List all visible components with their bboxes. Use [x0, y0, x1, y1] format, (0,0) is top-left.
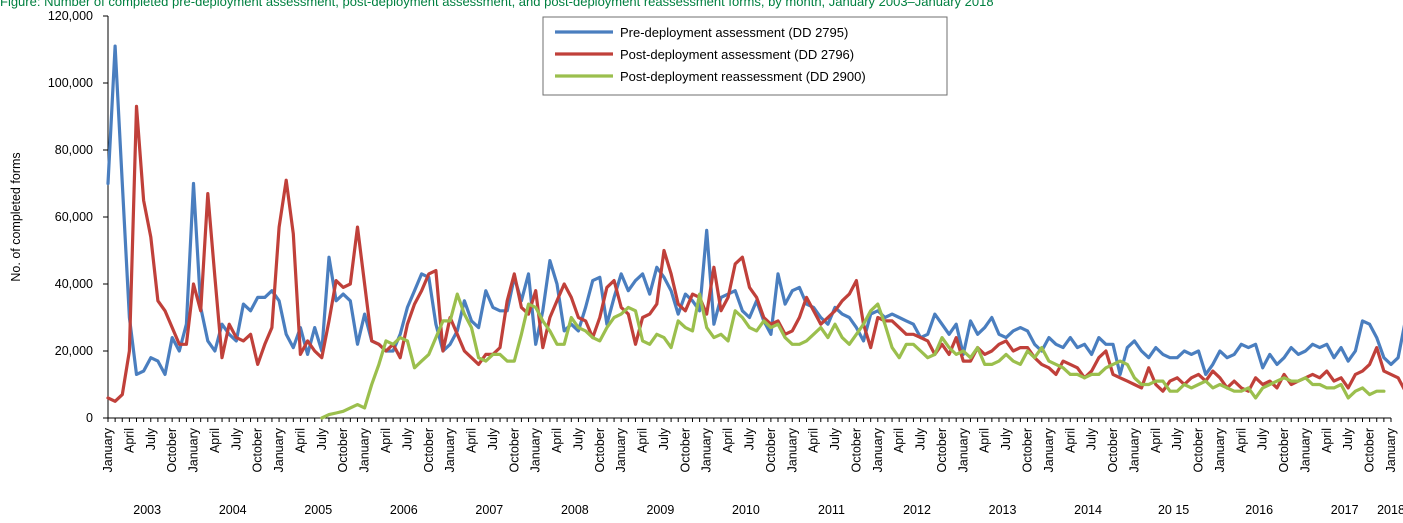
year-label: 2010: [732, 503, 760, 517]
x-tick-label: January: [785, 427, 799, 472]
x-tick-label: April: [1149, 428, 1163, 453]
x-tick-label: July: [144, 427, 158, 450]
year-label: 2018: [1377, 503, 1403, 517]
x-tick-label: July: [828, 427, 842, 450]
legend-label: Post-deployment assessment (DD 2796): [620, 47, 854, 62]
year-label: 20 15: [1158, 503, 1189, 517]
x-tick-label: October: [1192, 428, 1206, 472]
x-tick-label: April: [636, 428, 650, 453]
x-tick-label: January: [1042, 427, 1056, 472]
x-tick-label: July: [657, 427, 671, 450]
x-tick-label: January: [101, 427, 115, 472]
x-tick-label: January: [529, 427, 543, 472]
x-tick-label: July: [1085, 427, 1099, 450]
x-tick-label: July: [914, 427, 928, 450]
x-tick-label: October: [678, 428, 692, 472]
x-tick-label: October: [935, 428, 949, 472]
x-tick-label: July: [486, 427, 500, 450]
legend-label: Pre-deployment assessment (DD 2795): [620, 25, 848, 40]
x-tick-label: October: [1277, 428, 1291, 472]
x-tick-label: April: [892, 428, 906, 453]
year-label: 2006: [390, 503, 418, 517]
x-tick-label: October: [764, 428, 778, 472]
year-label: 2012: [903, 503, 931, 517]
x-tick-label: April: [208, 428, 222, 453]
year-label: 2007: [475, 503, 503, 517]
x-tick-label: October: [251, 428, 265, 472]
x-tick-label: April: [550, 428, 564, 453]
year-label: 2009: [646, 503, 674, 517]
x-tick-label: January: [700, 427, 714, 472]
x-tick-label: January: [1384, 427, 1398, 472]
series-lines: [106, 44, 1403, 420]
y-axis-label: No. of completed forms: [9, 152, 23, 281]
y-tick-label: 40,000: [55, 277, 93, 291]
year-label: 2014: [1074, 503, 1102, 517]
x-tick-label: October: [1363, 428, 1377, 472]
legend-label: Post-deployment reassessment (DD 2900): [620, 69, 866, 84]
x-tick-label: April: [1234, 428, 1248, 453]
x-tick-label: April: [465, 428, 479, 453]
x-tick-label: July: [571, 427, 585, 450]
x-tick-label: April: [978, 428, 992, 453]
x-tick-label: April: [379, 428, 393, 453]
x-tick-label: July: [743, 427, 757, 450]
x-tick-label: April: [1063, 428, 1077, 453]
year-label: 2003: [133, 503, 161, 517]
year-label: 2004: [219, 503, 247, 517]
x-tick-label: January: [871, 427, 885, 472]
x-tick-label: July: [999, 427, 1013, 450]
x-tick-label: April: [122, 428, 136, 453]
x-tick-label: October: [422, 428, 436, 472]
year-label: 2017: [1331, 503, 1359, 517]
x-tick-label: October: [507, 428, 521, 472]
x-tick-label: October: [165, 428, 179, 472]
year-label: 2008: [561, 503, 589, 517]
x-tick-label: July: [1170, 427, 1184, 450]
y-tick-label: 20,000: [55, 344, 93, 358]
legend: Pre-deployment assessment (DD 2795) Post-…: [542, 16, 948, 96]
x-tick-label: January: [358, 427, 372, 472]
x-tick-label: July: [1341, 427, 1355, 450]
y-tick-label: 120,000: [48, 9, 93, 23]
x-tick-label: January: [443, 427, 457, 472]
y-tick-label: 60,000: [55, 210, 93, 224]
series-line-2: [106, 104, 1403, 403]
x-tick-label: January: [1213, 427, 1227, 472]
year-label: 2011: [818, 503, 845, 517]
x-tick-label: October: [849, 428, 863, 472]
year-label: 2016: [1245, 503, 1273, 517]
x-tick-label: July: [400, 427, 414, 450]
y-tick-label: 100,000: [48, 76, 93, 90]
x-tick-label: January: [614, 427, 628, 472]
x-tick-label: January: [272, 427, 286, 472]
x-tick-label: January: [187, 427, 201, 472]
x-tick-label: October: [336, 428, 350, 472]
x-tick-label: July: [315, 427, 329, 450]
x-tick-label: January: [1127, 427, 1141, 472]
figure-caption: Figure: Number of completed pre-deployme…: [0, 0, 994, 9]
x-axis: January April July October January April July O…: [101, 417, 1403, 517]
x-tick-label: October: [1106, 428, 1120, 472]
x-tick-label: April: [807, 428, 821, 453]
year-label: 2005: [304, 503, 332, 517]
y-tick-label: 0: [86, 411, 93, 425]
series-line-3: [320, 292, 1386, 420]
x-tick-label: October: [593, 428, 607, 472]
x-tick-label: January: [1298, 427, 1312, 472]
y-tick-label: 80,000: [55, 143, 93, 157]
x-tick-label: January: [956, 427, 970, 472]
legend-box: [542, 16, 948, 96]
x-tick-label: April: [1320, 428, 1334, 453]
year-label: 2013: [989, 503, 1017, 517]
x-tick-label: April: [721, 428, 735, 453]
y-axis: 0 20,000 40,000 60,000 80,000 100,000 120,000: [48, 9, 109, 425]
x-tick-label: April: [293, 428, 307, 453]
x-tick-label: July: [1256, 427, 1270, 450]
x-tick-label: October: [1020, 428, 1034, 472]
x-tick-label: July: [229, 427, 243, 450]
